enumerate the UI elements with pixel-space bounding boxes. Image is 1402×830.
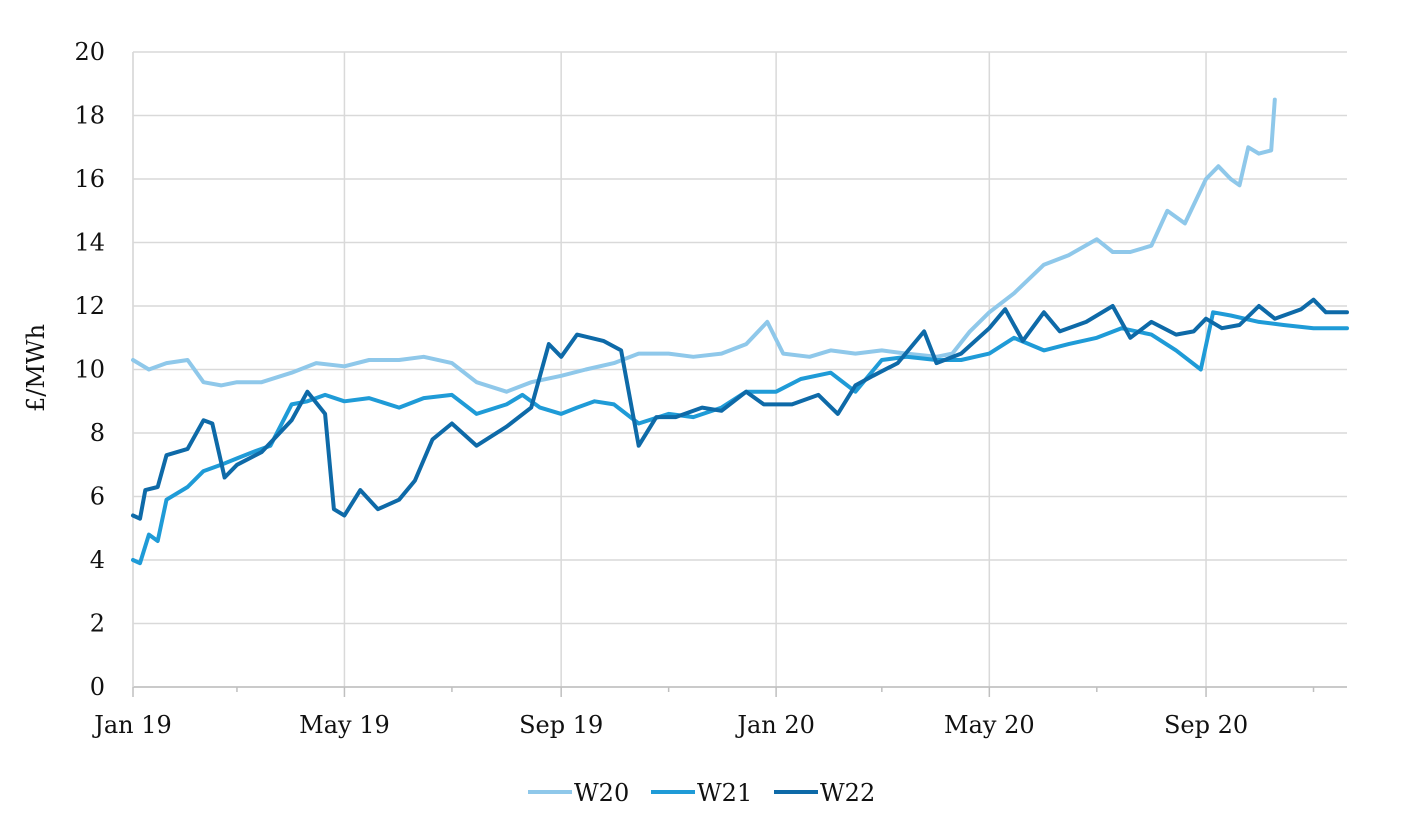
y-tick-label: 20 <box>74 38 105 66</box>
y-tick-label: 14 <box>74 229 105 257</box>
axes: 0 2 4 6 8 10 12 14 16 18 20 Jan 19 May 19 Sep 19 Jan 2… <box>74 38 1347 739</box>
legend-label-w22: W22 <box>820 779 875 807</box>
y-tick-label: 6 <box>90 483 105 511</box>
series-line-w20 <box>131 97 1277 394</box>
legend-label-w21: W21 <box>697 779 752 807</box>
y-tick-label: 18 <box>74 102 105 130</box>
y-axis-label: £/MWh <box>22 324 50 412</box>
y-tick-label: 0 <box>90 673 105 701</box>
series-lines <box>131 97 1349 566</box>
x-tick-label: May 19 <box>299 711 390 739</box>
x-tick-label: Sep 20 <box>1164 711 1248 739</box>
series-line-w21 <box>131 310 1349 566</box>
series-line-w22 <box>131 297 1349 521</box>
x-tick-label: Sep 19 <box>519 711 603 739</box>
legend-label-w20: W20 <box>574 779 629 807</box>
gridlines <box>132 51 1347 688</box>
legend: W20 W21 W22 <box>528 779 875 807</box>
y-tick-label: 10 <box>74 356 105 384</box>
y-tick-label: 2 <box>90 610 105 638</box>
y-tick-label: 4 <box>90 546 105 574</box>
x-tick-label: May 20 <box>944 711 1035 739</box>
x-tick-label: Jan 19 <box>91 711 172 739</box>
y-tick-label: 12 <box>74 292 105 320</box>
y-tick-label: 8 <box>90 419 105 447</box>
y-tick-label: 16 <box>74 165 105 193</box>
x-tick-label: Jan 20 <box>734 711 815 739</box>
